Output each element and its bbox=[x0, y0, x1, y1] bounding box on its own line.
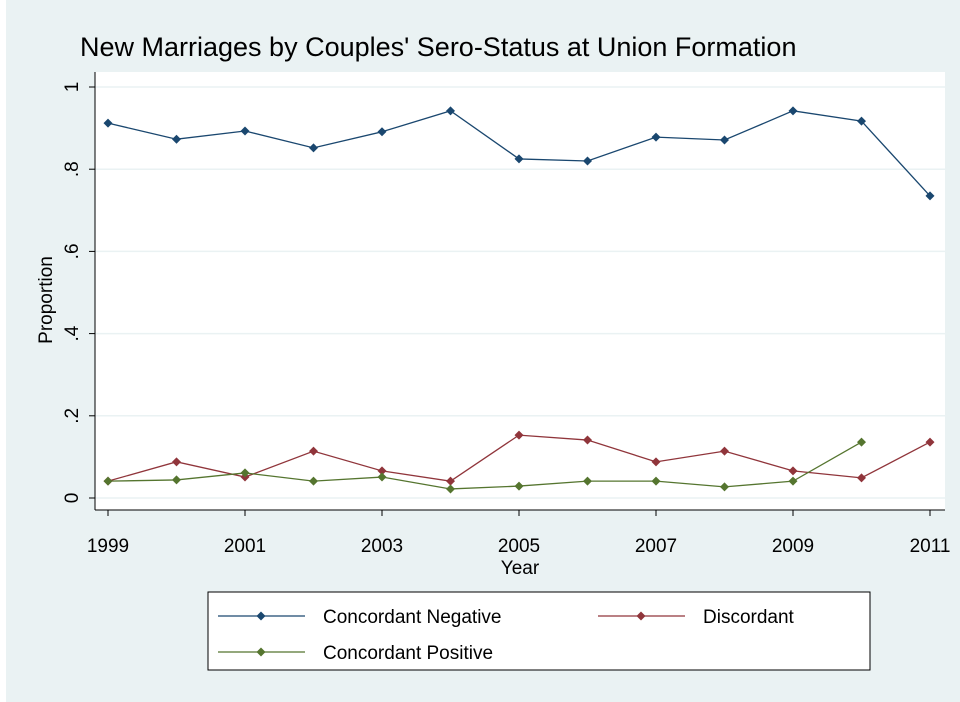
x-tick-label: 2009 bbox=[772, 536, 814, 557]
data-point bbox=[857, 437, 866, 447]
data-point bbox=[720, 446, 729, 456]
data-point bbox=[240, 468, 250, 478]
data-point bbox=[651, 457, 661, 467]
legend-label: Discordant bbox=[703, 607, 795, 628]
data-point bbox=[857, 116, 866, 126]
data-point bbox=[583, 476, 592, 486]
y-axis-label: Proportion bbox=[36, 256, 57, 344]
legend-marker bbox=[256, 647, 266, 657]
chart-title: New Marriages by Couples' Sero-Status at… bbox=[80, 32, 796, 62]
data-point bbox=[514, 154, 524, 164]
x-tick-label: 1999 bbox=[87, 536, 129, 557]
data-point bbox=[583, 435, 592, 445]
data-point bbox=[377, 127, 387, 137]
x-axis-label: Year bbox=[501, 558, 540, 579]
data-point bbox=[103, 118, 113, 128]
data-point bbox=[446, 106, 455, 116]
data-point bbox=[377, 466, 387, 476]
data-point bbox=[446, 484, 455, 494]
data-point bbox=[309, 143, 318, 153]
data-point bbox=[651, 476, 661, 486]
data-point bbox=[240, 126, 250, 136]
x-tick-label: 2003 bbox=[361, 536, 403, 557]
data-point bbox=[857, 473, 866, 483]
legend-marker bbox=[636, 611, 646, 621]
data-point bbox=[583, 156, 592, 166]
x-tick-label: 2005 bbox=[498, 536, 540, 557]
series-line bbox=[107, 441, 862, 490]
data-point bbox=[788, 466, 798, 476]
data-point bbox=[514, 481, 524, 491]
x-tick-label: 2007 bbox=[635, 536, 677, 557]
y-tick-label: .2 bbox=[62, 408, 83, 424]
data-point bbox=[172, 457, 181, 467]
y-tick-label: 1 bbox=[62, 82, 83, 93]
data-point bbox=[514, 430, 524, 440]
data-point bbox=[172, 134, 181, 144]
data-point bbox=[309, 476, 318, 486]
legend-label: Concordant Positive bbox=[323, 643, 493, 664]
data-point bbox=[788, 106, 798, 116]
data-point bbox=[446, 476, 455, 486]
data-point bbox=[651, 132, 661, 142]
x-tick-label: 2001 bbox=[224, 536, 266, 557]
data-point bbox=[103, 476, 113, 486]
y-tick-label: .6 bbox=[62, 243, 83, 259]
x-tick-label: 2011 bbox=[910, 536, 951, 557]
y-tick-label: 0 bbox=[62, 493, 83, 504]
data-point bbox=[720, 135, 729, 145]
plot-area bbox=[95, 72, 945, 510]
legend-label: Concordant Negative bbox=[323, 607, 502, 628]
data-point bbox=[309, 446, 318, 456]
data-point bbox=[377, 472, 387, 482]
data-point bbox=[172, 475, 181, 485]
y-tick-label: .4 bbox=[62, 325, 83, 341]
data-point bbox=[720, 482, 729, 492]
legend-marker bbox=[256, 611, 266, 621]
y-tick-label: .8 bbox=[62, 161, 83, 177]
data-point bbox=[925, 437, 935, 447]
data-point bbox=[925, 191, 935, 201]
legend bbox=[207, 591, 871, 671]
data-point bbox=[788, 476, 798, 486]
